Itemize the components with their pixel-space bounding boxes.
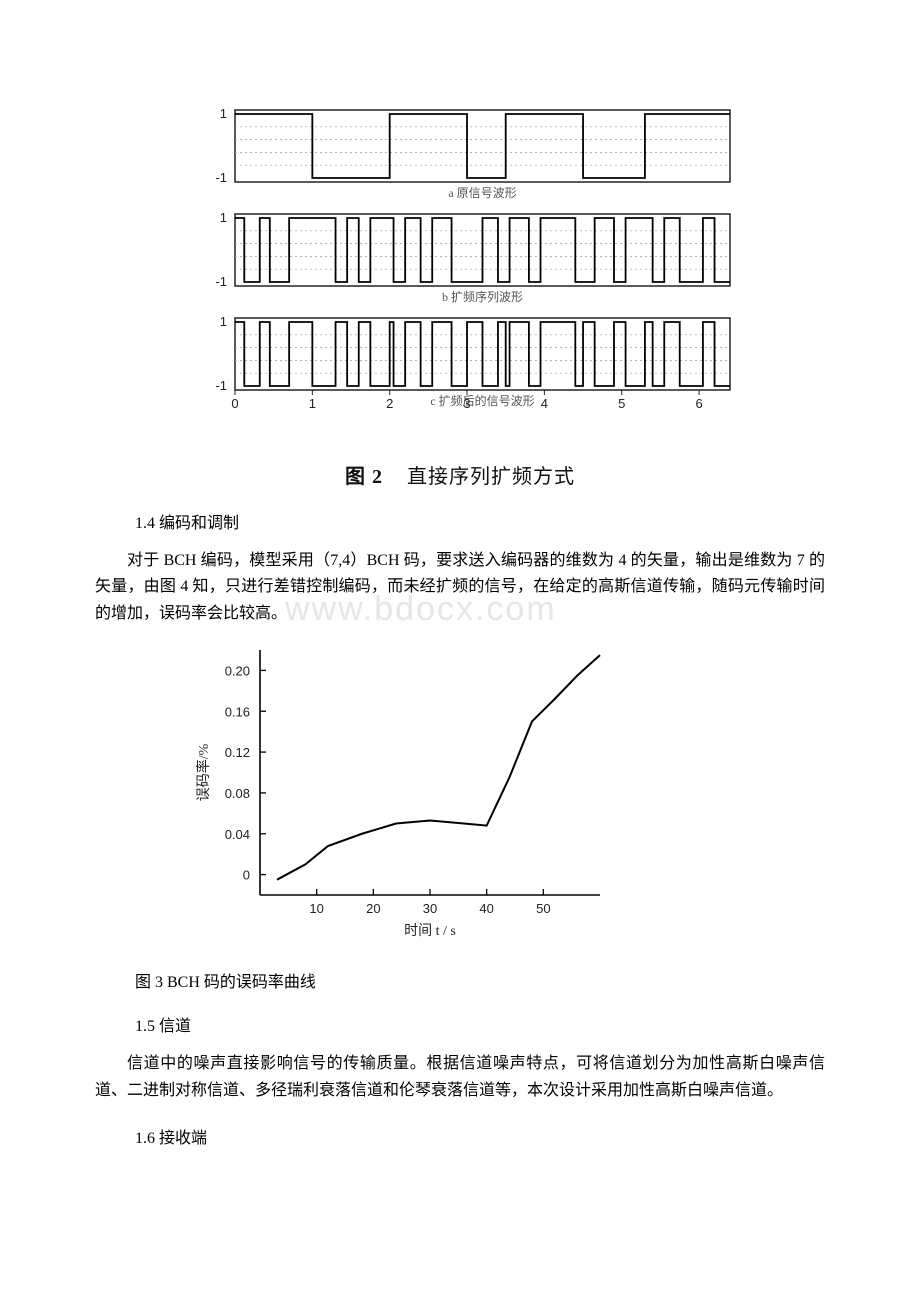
figure-3-caption: 图 3 BCH 码的误码率曲线 bbox=[135, 968, 825, 992]
svg-text:2: 2 bbox=[386, 396, 393, 411]
svg-text:-1: -1 bbox=[215, 274, 227, 289]
svg-text:1: 1 bbox=[309, 396, 316, 411]
svg-text:时间 t / s: 时间 t / s bbox=[404, 923, 456, 939]
svg-text:b 扩频序列波形: b 扩频序列波形 bbox=[442, 289, 523, 304]
svg-text:0: 0 bbox=[243, 868, 250, 883]
svg-text:0.12: 0.12 bbox=[225, 745, 250, 760]
section-1-4-heading: 1.4 编码和调制 bbox=[135, 509, 825, 533]
svg-text:40: 40 bbox=[479, 901, 493, 916]
figure-2-caption-prefix: 图 2 bbox=[345, 466, 383, 488]
figure-3: 10 20 30 40 50 0 0.04 0.08 0.12 0.16 0.20 时间 t / s 误… bbox=[185, 635, 615, 950]
svg-text:1: 1 bbox=[220, 210, 227, 225]
svg-text:0.20: 0.20 bbox=[225, 664, 250, 679]
svg-text:6: 6 bbox=[695, 396, 702, 411]
section-1-6-heading: 1.6 接收端 bbox=[135, 1124, 825, 1148]
figure-3-svg: 10 20 30 40 50 0 0.04 0.08 0.12 0.16 0.20 时间 t / s 误… bbox=[185, 635, 615, 945]
svg-text:3: 3 bbox=[463, 396, 470, 411]
svg-text:c 扩频后的信号波形: c 扩频后的信号波形 bbox=[430, 393, 534, 408]
svg-text:a 原信号波形: a 原信号波形 bbox=[448, 186, 516, 200]
svg-text:0.04: 0.04 bbox=[225, 827, 250, 842]
svg-text:0.08: 0.08 bbox=[225, 786, 250, 801]
section-1-5-para: 信道中的噪声直接影响信号的传输质量。根据信道噪声特点，可将信道划分为加性高斯白噪… bbox=[95, 1051, 825, 1104]
figure-2-caption: 图 2 直接序列扩频方式 bbox=[175, 460, 745, 489]
section-1-5-heading: 1.5 信道 bbox=[135, 1012, 825, 1036]
svg-text:-1: -1 bbox=[215, 170, 227, 185]
svg-text:50: 50 bbox=[536, 901, 550, 916]
figure-2: 1 -1 a 原信号波形 1 -1 b 扩频序列波形 1 -1 c 扩频后的信号波形 0 1 2 3 4 5… bbox=[175, 100, 745, 489]
svg-text:5: 5 bbox=[618, 396, 625, 411]
svg-text:10: 10 bbox=[309, 901, 323, 916]
svg-text:误码率/%: 误码率/% bbox=[195, 744, 212, 802]
svg-text:0.16: 0.16 bbox=[225, 704, 250, 719]
svg-text:4: 4 bbox=[541, 396, 548, 411]
svg-text:20: 20 bbox=[366, 901, 380, 916]
svg-text:1: 1 bbox=[220, 314, 227, 329]
figure-2-svg: 1 -1 a 原信号波形 1 -1 b 扩频序列波形 1 -1 c 扩频后的信号波形 0 1 2 3 4 5… bbox=[180, 100, 740, 450]
svg-text:-1: -1 bbox=[215, 378, 227, 393]
svg-text:0: 0 bbox=[231, 396, 238, 411]
svg-text:30: 30 bbox=[423, 901, 437, 916]
figure-2-caption-text: 直接序列扩频方式 bbox=[407, 466, 575, 488]
svg-text:1: 1 bbox=[220, 106, 227, 121]
section-1-4-para: 对于 BCH 编码，模型采用（7,4）BCH 码，要求送入编码器的维数为 4 的… bbox=[95, 548, 825, 627]
